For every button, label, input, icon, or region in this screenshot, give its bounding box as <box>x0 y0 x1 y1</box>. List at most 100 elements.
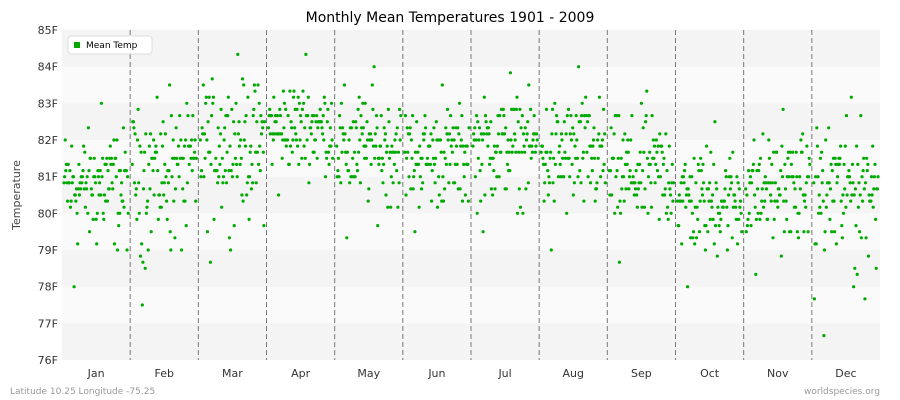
data-point <box>182 144 187 148</box>
data-point <box>670 162 674 166</box>
data-point <box>232 120 236 124</box>
data-point <box>848 181 852 185</box>
data-point <box>511 144 515 148</box>
data-point <box>388 150 392 154</box>
data-point <box>758 156 763 160</box>
data-point <box>649 181 653 185</box>
data-point <box>294 138 298 142</box>
data-point <box>694 181 698 185</box>
data-point <box>443 187 447 191</box>
data-point <box>365 120 369 124</box>
data-point <box>101 156 105 160</box>
data-point <box>602 162 606 166</box>
data-point <box>152 193 156 197</box>
data-point <box>550 132 554 136</box>
data-point <box>288 89 292 93</box>
data-point <box>114 156 118 160</box>
data-point <box>131 120 135 124</box>
data-point <box>462 162 466 166</box>
data-point <box>590 156 594 160</box>
data-point <box>303 156 307 160</box>
data-point <box>625 162 629 166</box>
data-point <box>329 101 334 105</box>
data-point <box>109 162 113 166</box>
data-point <box>140 242 144 246</box>
data-point <box>805 144 809 148</box>
data-point <box>806 230 810 234</box>
data-point <box>832 199 836 203</box>
data-point <box>872 175 877 179</box>
data-point <box>355 162 359 166</box>
data-point <box>121 126 125 130</box>
data-point <box>575 156 580 160</box>
data-point <box>491 193 495 197</box>
data-point <box>840 224 844 228</box>
data-point <box>227 169 231 173</box>
data-point <box>389 175 393 179</box>
data-point <box>626 150 630 154</box>
data-point <box>95 211 99 215</box>
data-point <box>150 156 154 160</box>
data-point <box>786 156 790 160</box>
data-point <box>307 162 312 166</box>
data-point <box>576 175 580 179</box>
data-point <box>592 126 596 130</box>
data-point <box>83 205 87 209</box>
data-point <box>609 126 613 130</box>
data-point <box>751 169 755 173</box>
data-point <box>818 205 822 209</box>
data-point <box>203 156 207 160</box>
data-point <box>149 132 153 136</box>
data-point <box>356 107 360 111</box>
data-point <box>412 175 416 179</box>
data-point <box>829 162 833 166</box>
data-point <box>256 83 260 87</box>
data-point <box>557 150 561 154</box>
data-point <box>575 138 579 142</box>
data-point <box>815 126 819 130</box>
data-point <box>287 162 291 166</box>
data-point <box>507 150 511 154</box>
data-point <box>111 162 115 166</box>
data-point <box>121 199 125 203</box>
data-point <box>753 193 757 197</box>
data-point <box>835 181 839 185</box>
data-point <box>757 162 761 166</box>
data-point <box>861 199 865 203</box>
data-point <box>448 162 452 166</box>
data-point <box>642 205 647 209</box>
data-point <box>268 107 272 111</box>
data-point <box>869 199 873 203</box>
data-point <box>747 169 751 173</box>
data-point <box>800 150 804 154</box>
data-point <box>322 138 326 142</box>
data-point <box>614 175 618 179</box>
data-point <box>554 132 558 136</box>
data-point <box>471 144 475 148</box>
data-point <box>69 199 73 203</box>
data-point <box>277 193 281 197</box>
data-point <box>755 187 760 191</box>
data-point <box>190 169 194 173</box>
data-point <box>153 156 157 160</box>
data-point <box>844 114 849 118</box>
data-point <box>667 181 671 185</box>
data-point <box>827 126 831 130</box>
data-point <box>194 156 198 160</box>
data-point <box>649 205 654 209</box>
data-point <box>753 205 757 209</box>
data-point <box>73 193 77 197</box>
data-point <box>399 114 403 118</box>
data-point <box>732 193 737 197</box>
data-point <box>717 224 721 228</box>
data-point <box>735 175 739 179</box>
data-point <box>165 199 169 203</box>
data-point <box>281 89 285 93</box>
data-point <box>728 156 732 160</box>
data-point <box>669 211 673 215</box>
data-point <box>437 193 441 197</box>
data-point <box>715 254 719 258</box>
x-tick-label: Feb <box>155 367 174 380</box>
data-point <box>518 205 523 209</box>
x-tick-label: Jan <box>87 367 105 380</box>
